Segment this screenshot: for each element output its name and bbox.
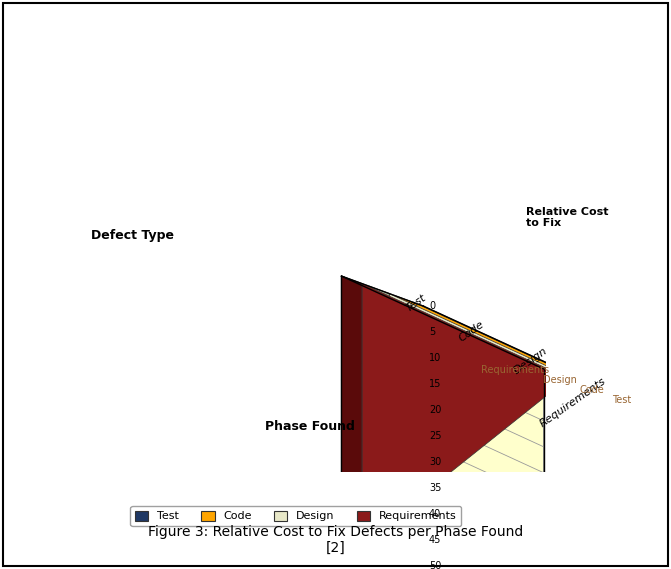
Polygon shape xyxy=(417,304,619,402)
Polygon shape xyxy=(342,276,625,399)
Text: Figure 3: Relative Cost to Fix Defects per Phase Found
[2]: Figure 3: Relative Cost to Fix Defects p… xyxy=(148,525,523,555)
Text: 20: 20 xyxy=(429,405,442,415)
Text: Code: Code xyxy=(579,385,604,395)
Polygon shape xyxy=(342,276,362,543)
Text: Test: Test xyxy=(612,395,631,406)
Text: Design: Design xyxy=(512,345,549,376)
Text: 50: 50 xyxy=(429,560,442,569)
Text: 35: 35 xyxy=(429,483,442,493)
Text: 0: 0 xyxy=(429,301,435,311)
Text: Phase Found: Phase Found xyxy=(264,420,354,433)
Text: 40: 40 xyxy=(429,509,441,519)
Polygon shape xyxy=(389,294,591,391)
Text: 15: 15 xyxy=(429,379,442,389)
Text: Relative Cost
to Fix: Relative Cost to Fix xyxy=(526,207,609,228)
Polygon shape xyxy=(369,286,389,345)
Polygon shape xyxy=(342,276,544,569)
Polygon shape xyxy=(396,332,619,402)
Polygon shape xyxy=(396,296,417,340)
Polygon shape xyxy=(342,353,564,543)
Text: Requirements: Requirements xyxy=(481,365,550,376)
Legend: Test, Code, Design, Requirements: Test, Code, Design, Requirements xyxy=(130,506,462,526)
Text: 5: 5 xyxy=(429,327,435,337)
Text: Defect Type: Defect Type xyxy=(91,229,174,242)
Text: Code: Code xyxy=(457,319,486,344)
Text: Requirements: Requirements xyxy=(537,376,607,429)
Text: Test: Test xyxy=(404,292,428,314)
Polygon shape xyxy=(362,283,564,543)
Polygon shape xyxy=(369,338,591,391)
Text: 25: 25 xyxy=(429,431,442,441)
Polygon shape xyxy=(423,306,625,404)
Text: 30: 30 xyxy=(429,457,441,467)
Polygon shape xyxy=(423,311,625,404)
Text: Design: Design xyxy=(543,376,576,385)
Text: 10: 10 xyxy=(429,353,441,363)
Text: 45: 45 xyxy=(429,535,442,545)
Polygon shape xyxy=(342,276,423,566)
